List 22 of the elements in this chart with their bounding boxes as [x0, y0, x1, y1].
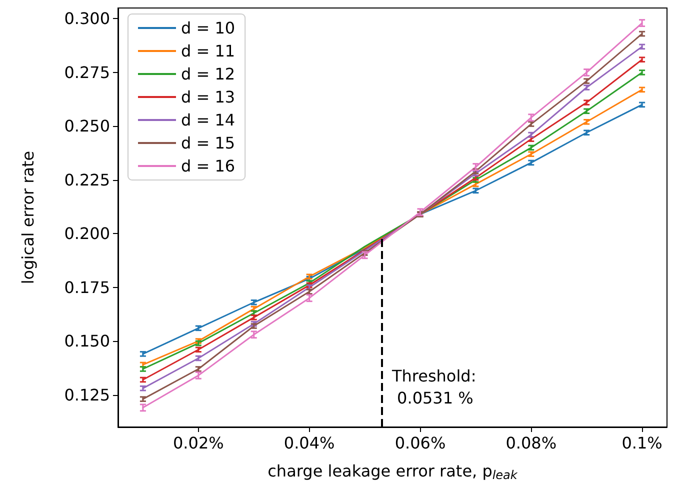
- legend-label: d = 11: [181, 42, 236, 60]
- y-tick-label: 0.225: [64, 170, 110, 190]
- legend-label: d = 15: [181, 134, 236, 152]
- y-tick-label: 0.300: [64, 9, 110, 28]
- y-axis-title: logical error rate: [18, 150, 38, 284]
- x-tick-label: 0.08%: [506, 434, 557, 452]
- y-tick-label: 0.250: [64, 116, 110, 136]
- legend-label: d = 12: [181, 64, 236, 84]
- y-tick-label: 0.125: [64, 385, 110, 404]
- legend-label: d = 10: [181, 18, 236, 38]
- y-tick-label: 0.200: [64, 224, 110, 244]
- ref-line-label: Threshold: 0.0531 %: [390, 366, 476, 408]
- y-tick-label: 0.150: [64, 332, 110, 351]
- legend-label: d = 13: [181, 88, 236, 106]
- y-tick-label: 0.175: [64, 278, 110, 297]
- legend-label: d = 16: [181, 156, 236, 176]
- x-tick-label: 0.04%: [284, 434, 335, 452]
- x-tick-label: 0.02%: [172, 434, 224, 452]
- x-tick-label: 0.1%: [622, 434, 662, 452]
- x-tick-label: 0.06%: [394, 434, 446, 452]
- legend-label: d = 14: [181, 110, 236, 130]
- y-tick-label: 0.275: [64, 62, 110, 82]
